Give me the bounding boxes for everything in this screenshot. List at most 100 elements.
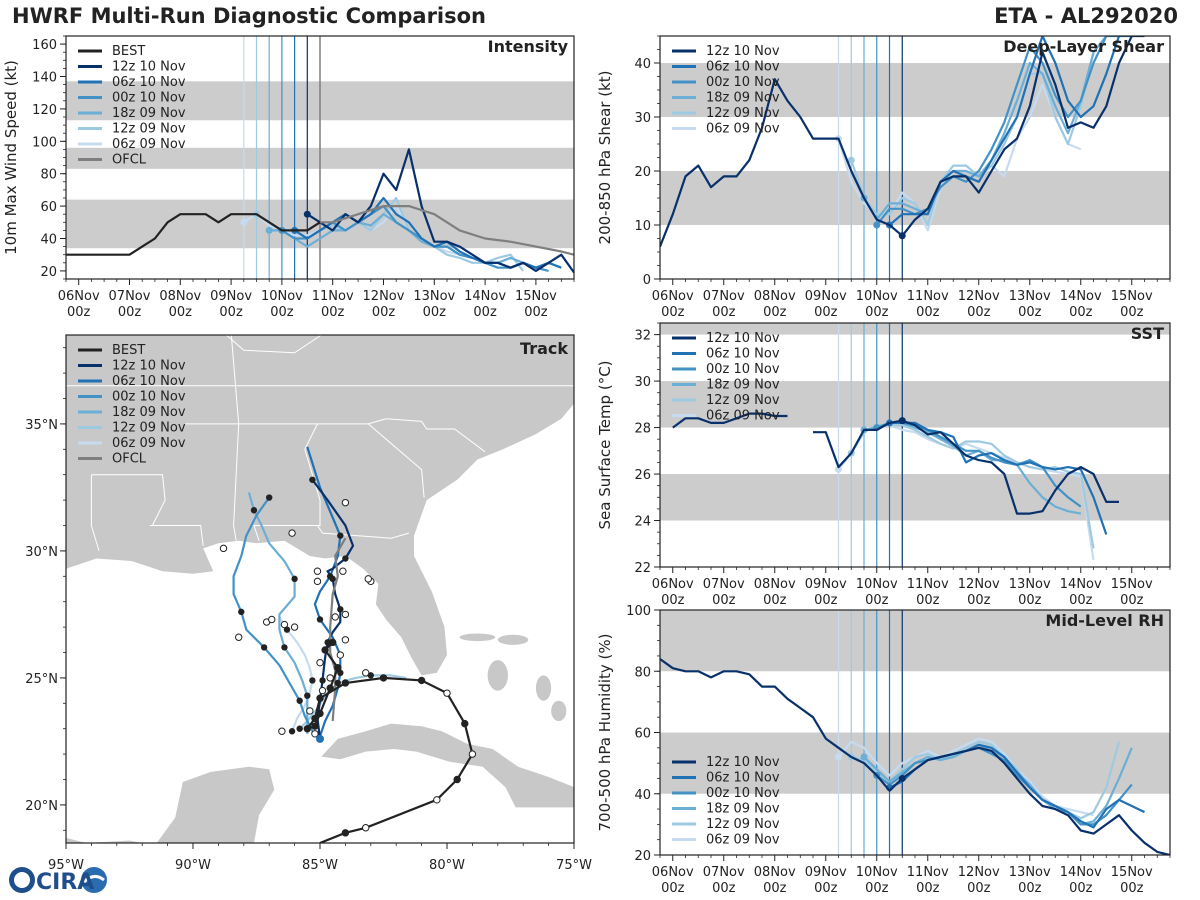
best-marker [321,646,329,654]
track-marker-1 [326,573,334,580]
best-marker [433,796,441,804]
panel-title: Mid-Level RH [1045,611,1164,630]
track-line-2 [232,496,314,732]
x-tick-label: 06Nov [652,865,694,880]
init-marker-3 [860,753,868,761]
x-tick-label-sub: 00z [1069,305,1093,320]
x-tick-label-sub: 00z [473,305,497,320]
land-bahamas [459,633,496,642]
x-tick-label: 07Nov [703,577,745,592]
x-tick-label-sub: 00z [967,593,991,608]
track-init-marker [316,734,324,743]
init-marker-3 [265,226,273,234]
land-bahamas [487,660,508,691]
best-marker [311,714,319,723]
storm-id: ETA - AL292020 [994,4,1178,28]
x-tick-label-sub: 00z [270,305,294,320]
best-marker [468,750,477,758]
best-marker [341,829,350,837]
y-tick-label: 80 [634,665,651,680]
x-tick-label-sub: 00z [169,305,193,320]
legend-label: 18z 09 Nov [706,378,780,393]
series-group [672,412,1119,561]
x-tick-label-sub: 00z [423,305,447,320]
legend-label: 06z 10 Nov [112,374,186,389]
x-tick-label: 15Nov [515,289,557,304]
x-tick-label: 09Nov [805,289,847,304]
x-tick-label: 13Nov [1009,577,1051,592]
y-tick-label: 60 [634,727,651,742]
y-tick-label: 40 [40,233,57,248]
x-tick-label: 15Nov [1111,289,1153,304]
track-marker-4 [296,725,303,732]
x-tick-label: 10Nov [856,289,898,304]
best-track [304,641,474,843]
panel-intensity: 20 40 60 80 100 120 140 160 10m Max Wind Speed (… [2,35,575,320]
state-border [91,474,166,526]
x-tick-label-sub: 00z [712,593,736,608]
track-open-marker [339,567,347,575]
init-marker-5 [835,753,842,761]
y-axis-label: 10m Max Wind Speed (kt) [2,60,20,255]
track-marker-0 [309,476,316,483]
series-line-4 [851,740,1121,820]
state-border [367,423,425,498]
legend-label: 12z 10 Nov [706,331,780,346]
series-line-4 [850,51,1095,227]
legend-label: 06z 09 Nov [706,409,780,424]
track-marker-3 [250,507,258,514]
panel-title: Deep-Layer Shear [1003,37,1164,56]
best-marker [443,689,451,697]
x-tick-label: 14Nov [464,289,506,304]
legend-label: BEST [112,44,145,59]
track-open-marker [331,613,339,621]
best-marker [379,674,388,682]
x-tick-label: 13Nov [1009,865,1051,880]
band-1 [660,610,1170,672]
x-tick-label-sub: 00z [1018,881,1042,896]
y-axis-label: 200-850 hPa Shear (kt) [596,71,614,245]
state-border [149,525,204,546]
x-tick-label-sub: 00z [814,305,838,320]
legend-label: 06z 09 Nov [706,122,780,137]
x-tick-label: 12Nov [958,865,1000,880]
x-tick-label-sub: 00z [1018,305,1042,320]
x-tick-label: 80°W [429,858,465,873]
best-marker [311,722,319,730]
x-tick-label: 14Nov [1060,289,1102,304]
best-marker [316,709,324,718]
legend-label: 06z 10 Nov [706,60,780,75]
x-tick-label: 06Nov [58,289,100,304]
y-tick-label: 32 [634,329,651,344]
x-tick-label-sub: 00z [372,305,396,320]
best-marker [316,694,324,702]
series-line-3 [863,36,1108,221]
x-tick-label-sub: 00z [814,881,838,896]
page-title: HWRF Multi-Run Diagnostic Comparison [12,4,487,28]
x-tick-label: 08Nov [754,865,796,880]
track-open-marker [313,567,322,575]
init-marker-5 [835,465,842,473]
track-marker-3 [281,644,288,651]
x-tick-label: 14Nov [1060,577,1102,592]
map-layer [66,335,574,843]
y-axis-label: Sea Surface Temp (°C) [596,360,614,529]
best-marker [453,775,461,784]
best-marker [461,719,469,728]
y-tick-label: 20 [634,849,651,864]
track-marker-0 [342,555,349,562]
legend-label: 18z 09 Nov [112,106,186,121]
legend-label: BEST [112,343,145,358]
track-open-marker [364,575,372,583]
legend-label: OFCL [112,153,147,168]
legend-label: 12z 10 Nov [112,60,186,75]
series-line-3 [863,743,1133,826]
y-tick-label: 160 [32,38,57,53]
y-tick-label: 120 [32,103,57,118]
